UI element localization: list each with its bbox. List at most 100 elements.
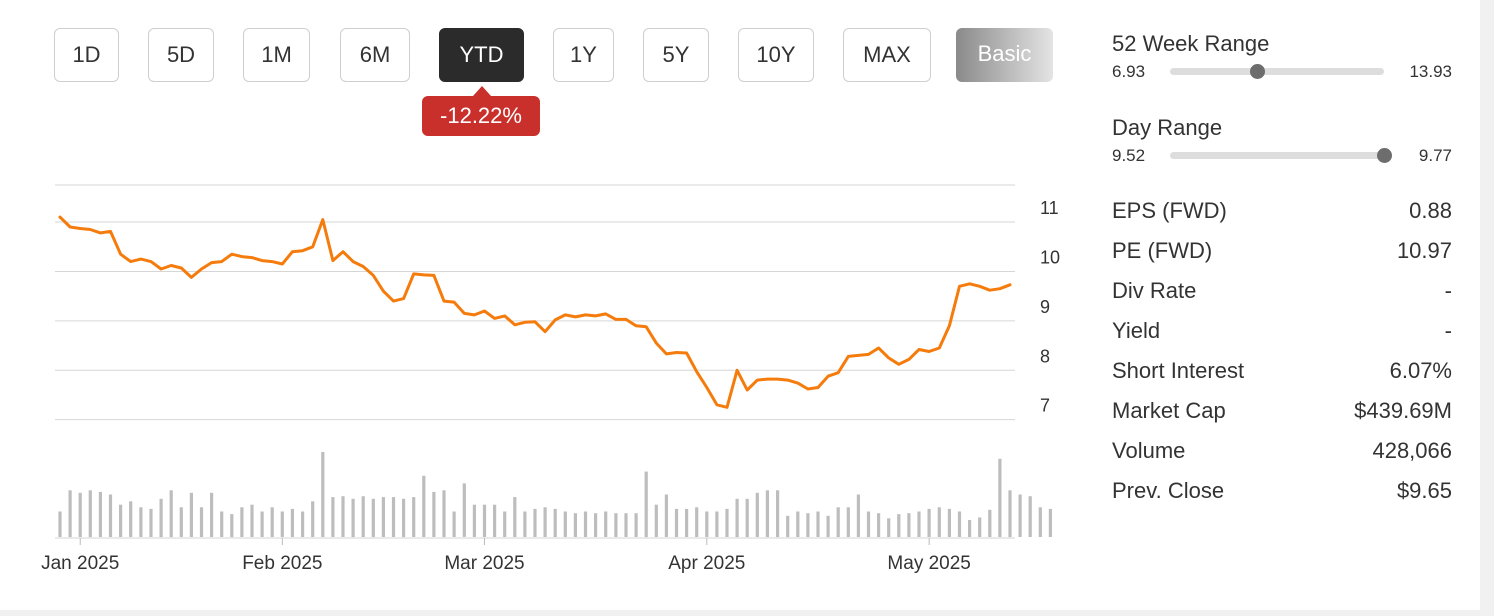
volume-bar xyxy=(88,490,92,538)
volume-bar xyxy=(341,496,345,537)
volume-bar xyxy=(917,511,921,537)
stat-label: Yield xyxy=(1112,318,1161,343)
stat-value: 6.07% xyxy=(1389,358,1452,383)
range-button-1m[interactable]: 1M xyxy=(243,28,310,82)
volume-bar xyxy=(493,504,497,537)
stat-label: Div Rate xyxy=(1112,278,1197,303)
volume-bar xyxy=(715,511,719,537)
volume-bar xyxy=(260,511,264,537)
volume-bar xyxy=(270,507,274,537)
volume-bar xyxy=(978,517,982,537)
volume-bar xyxy=(149,508,153,537)
x-tick-label: Jan 2025 xyxy=(41,553,119,574)
range-button-5d[interactable]: 5D xyxy=(148,28,214,82)
volume-bar xyxy=(674,508,679,537)
volume-bar xyxy=(311,501,315,537)
stat-label: EPS (FWD) xyxy=(1112,198,1227,223)
volume-bar xyxy=(937,507,941,537)
day-range-low: 9.52 xyxy=(1112,146,1146,165)
volume-bar xyxy=(866,511,871,537)
chart-mode-basic-button[interactable]: Basic xyxy=(956,28,1053,82)
stat-label: Short Interest xyxy=(1112,358,1245,383)
week52-range-low: 6.93 xyxy=(1112,62,1146,81)
volume-bar xyxy=(998,458,1002,537)
day-range-title: Day Range xyxy=(1112,115,1223,140)
volume-bar xyxy=(119,504,123,537)
range-button-10y[interactable]: 10Y xyxy=(738,28,814,82)
volume-bar xyxy=(604,511,608,537)
volume-bar xyxy=(654,504,658,537)
x-tick-label: Apr 2025 xyxy=(668,553,745,574)
volume-bar xyxy=(644,471,648,538)
range-button-1d[interactable]: 1D xyxy=(54,28,119,82)
volume-bar xyxy=(553,508,557,537)
volume-bar xyxy=(1028,496,1032,537)
volume-bar xyxy=(988,509,992,537)
y-tick-label: 9 xyxy=(1040,297,1050,317)
volume-bar xyxy=(776,490,780,538)
volume-bar xyxy=(58,511,62,537)
x-tick-label: May 2025 xyxy=(887,553,970,574)
stat-label: Market Cap xyxy=(1112,398,1226,423)
volume-bar xyxy=(816,511,820,537)
week52-range-marker xyxy=(1250,64,1266,79)
day-range-track xyxy=(1170,148,1392,163)
volume-bar xyxy=(1018,494,1022,537)
volume-bar xyxy=(301,511,305,537)
stat-row-div-rate: Div Rate - xyxy=(1112,278,1452,308)
range-button-5y[interactable]: 5Y xyxy=(643,28,709,82)
volume-bar xyxy=(695,507,699,537)
volume-bar xyxy=(472,504,476,537)
volume-bar xyxy=(856,494,860,537)
stat-label: PE (FWD) xyxy=(1112,238,1213,263)
stat-label: Prev. Close xyxy=(1112,478,1225,503)
volume-bar xyxy=(159,498,163,538)
change-badge-pointer xyxy=(473,86,491,96)
stat-value: - xyxy=(1444,278,1452,303)
volume-bar xyxy=(189,492,193,537)
volume-bar xyxy=(877,513,881,537)
volume-bar xyxy=(351,498,355,538)
price-chart: 11 10 9 8 7 Jan 2025 Feb 2025 Mar 2025 Apr 2025 M… xyxy=(41,184,1060,574)
volume-bar xyxy=(685,508,689,537)
volume-bar xyxy=(108,494,113,537)
volume-bar xyxy=(452,511,456,537)
volume-bar xyxy=(210,492,214,537)
volume-bar xyxy=(230,514,234,538)
day-range-marker xyxy=(1376,148,1392,163)
day-range-high: 9.77 xyxy=(1418,146,1452,165)
volume-bar xyxy=(321,452,325,537)
volume-bar xyxy=(280,511,284,537)
range-button-ytd[interactable]: YTD xyxy=(439,28,524,82)
stat-label: Volume xyxy=(1112,438,1186,463)
range-button-1y[interactable]: 1Y xyxy=(553,28,614,82)
volume-bar xyxy=(78,492,82,537)
stat-value: 0.88 xyxy=(1409,198,1452,223)
volume-bar xyxy=(826,515,830,538)
y-tick-label: 11 xyxy=(1040,198,1059,218)
range-button-6m[interactable]: 6M xyxy=(340,28,410,82)
volume-bar xyxy=(624,513,628,537)
volume-bar xyxy=(735,498,739,538)
stat-value: - xyxy=(1444,318,1452,343)
range-button-max[interactable]: MAX xyxy=(843,28,931,82)
volume-bar xyxy=(68,490,72,538)
y-tick-label: 10 xyxy=(1040,247,1060,267)
stat-row-market-cap: Market Cap $439.69M xyxy=(1112,398,1452,428)
volume-bar xyxy=(786,515,790,538)
volume-bar xyxy=(381,497,385,537)
week52-range-high: 13.93 xyxy=(1409,62,1452,81)
volume-bar xyxy=(887,518,891,537)
volume-bar xyxy=(391,497,396,537)
y-tick-label: 8 xyxy=(1040,346,1050,366)
volume-bar xyxy=(290,508,294,537)
week52-range-title: 52 Week Range xyxy=(1112,31,1270,56)
volume-bar xyxy=(927,508,931,537)
volume-bar xyxy=(796,511,800,537)
price-line xyxy=(58,215,1012,409)
volume-bar xyxy=(563,511,567,537)
volume-bar xyxy=(968,520,972,537)
volume-bar xyxy=(907,513,911,537)
volume-bar xyxy=(594,513,598,537)
